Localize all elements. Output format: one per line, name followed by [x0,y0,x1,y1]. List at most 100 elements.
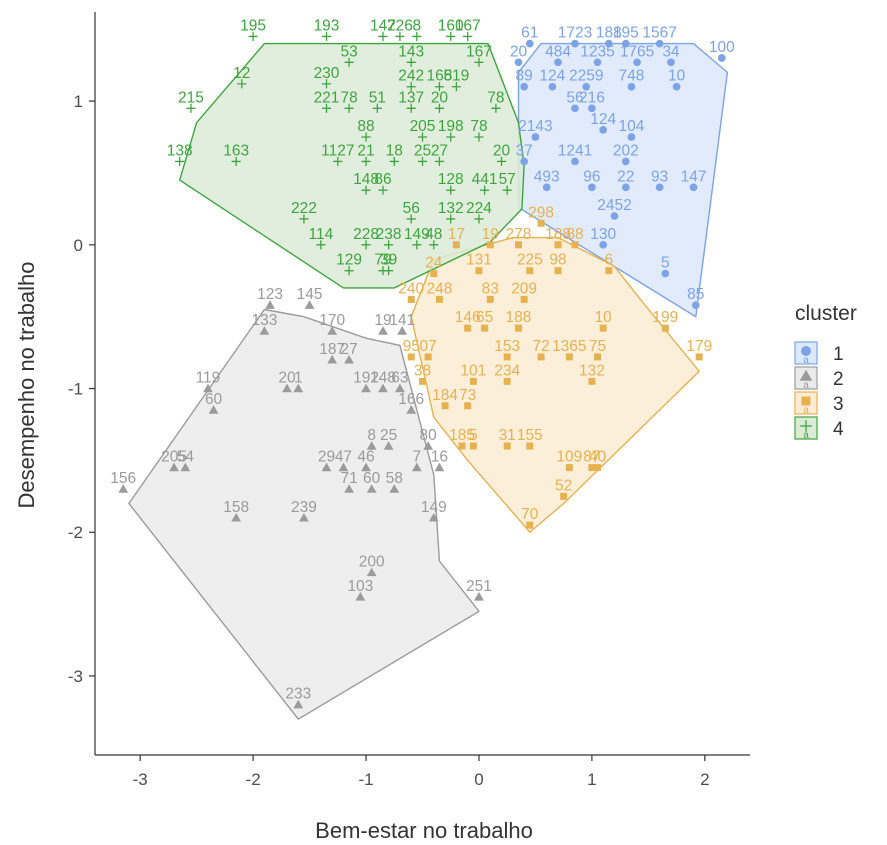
cluster-4-point-label: 53 [340,43,357,60]
cluster-4-point-label: 143 [398,43,424,60]
cluster-2-point [338,462,349,472]
cluster-4-point-label: 242 [398,68,424,85]
cluster-3-point-label: 95 [403,338,420,355]
cluster-4-point [231,156,241,167]
cluster-4-point-label: 48 [425,226,442,243]
cluster-4-point [333,156,343,167]
cluster-2-point-label: 166 [398,391,424,408]
cluster-2-point-label: 20 [278,370,296,387]
cluster-3-point-label: 225 [517,252,543,269]
cluster-3-point [514,324,522,332]
cluster-1-point-label: 104 [618,118,644,135]
cluster-3-point-label: 146 [455,309,481,326]
cluster-2-point-label: 192 [353,370,379,387]
cluster-3-point-label: 70 [521,506,539,523]
data-points [118,31,726,709]
cluster-3-point-label: 38 [414,362,431,379]
y-tick-label: 1 [74,92,83,111]
cluster-3-point-label: 31 [499,427,516,444]
cluster-1-point [571,157,579,166]
cluster-4-point-label: 441 [472,171,498,188]
cluster-3-point [424,353,432,361]
cluster-3-point-label: 75 [589,338,606,355]
cluster-1-point [571,104,579,113]
cluster-3-point [503,442,511,450]
cluster-3-point-label: 17 [448,226,465,243]
cluster-3-point-label: 240 [398,280,424,297]
cluster-1-point-label: 34 [662,43,680,60]
cluster-4-point-label: 193 [314,17,340,34]
cluster-3-point [560,492,568,500]
x-tick-label: -3 [133,770,148,789]
cluster-3-point-label: 52 [555,477,572,494]
cluster-3-point [407,353,415,361]
cluster-4-point [248,31,258,41]
cluster-2-point-label: 170 [319,312,345,329]
cluster-4-point [361,185,371,195]
cluster-3-point [503,353,511,361]
cluster-3-point-label: 185 [449,427,475,444]
cluster-3-point-label: 07 [420,338,437,355]
cluster-4-point [361,240,371,250]
cluster-2-point-label: 156 [110,470,136,487]
cluster-1-point-label: 188 [596,25,622,42]
cluster-4-point [321,79,332,89]
cluster-4-point-label: 226 [387,17,413,34]
cluster-2-point-label: 25 [380,427,397,444]
cluster-4-point [361,132,371,142]
cluster-4-point-label: 222 [291,200,317,217]
cluster-3-point [661,324,669,332]
cluster-2-point [344,484,354,493]
cluster-2-point [327,326,338,335]
cluster-4-point-label: 221 [314,89,340,106]
cluster-1-point [582,82,591,91]
cluster-2-point-label: 27 [340,341,357,358]
cluster-4-point-label: 129 [336,252,362,269]
cluster-3-point-label: 188 [506,309,532,326]
cluster-2-point [293,699,304,709]
cluster-1-point [588,183,596,192]
cluster-3-point-label: 132 [579,362,605,379]
cluster-4-point [463,31,473,41]
cluster-2-point-label: 200 [359,553,385,570]
cluster-2-point-label: 60 [363,470,381,487]
cluster-4-point [434,82,444,92]
cluster-4-point [451,82,461,92]
cluster-2-point [361,383,371,393]
y-axis-title: Desempenho no trabalho [14,261,39,508]
cluster-3-point [571,241,579,249]
cluster-3-point [452,241,460,249]
cluster-1-point-label: 96 [583,168,600,185]
cluster-4-point [344,57,354,67]
cluster-4-point-label: 519 [443,68,469,85]
legend-label-2: 2 [833,369,844,390]
cluster-1-point-label: 484 [545,43,571,60]
cluster-2-point [366,484,377,493]
cluster-3-point-label: 278 [506,226,532,243]
cluster-3-point [475,267,483,275]
cluster-4-point-label: 195 [240,17,266,34]
cluster-3-point-label: 101 [460,362,486,379]
cluster-3-point-label: 87 [583,449,600,466]
cluster-3-point-label: 88 [566,226,583,243]
cluster-1-point-label: 22 [617,168,634,185]
cluster-3-point-label: 188 [545,226,571,243]
cluster-4-point [412,31,422,41]
cluster-4-point-label: 12 [233,65,250,82]
cluster-3-point [503,377,511,385]
cluster-2-point [180,462,191,472]
cluster-1-point [655,39,664,48]
cluster-4-point [406,214,416,224]
cluster-4-point-label: 132 [438,200,464,217]
cluster-1-point-label: 1235 [580,43,614,60]
cluster-3-point [537,219,545,227]
legend-marker-4 [800,420,812,432]
cluster-4-point-label: 25 [414,142,431,159]
cluster-3-point-label: 153 [494,338,520,355]
cluster-2-point-label: 46 [357,449,374,466]
cluster-2-point-label: 7 [413,449,422,466]
cluster-2-point-label: 251 [466,578,492,595]
cluster-4-point [378,31,388,41]
cluster-2-point [265,300,275,309]
